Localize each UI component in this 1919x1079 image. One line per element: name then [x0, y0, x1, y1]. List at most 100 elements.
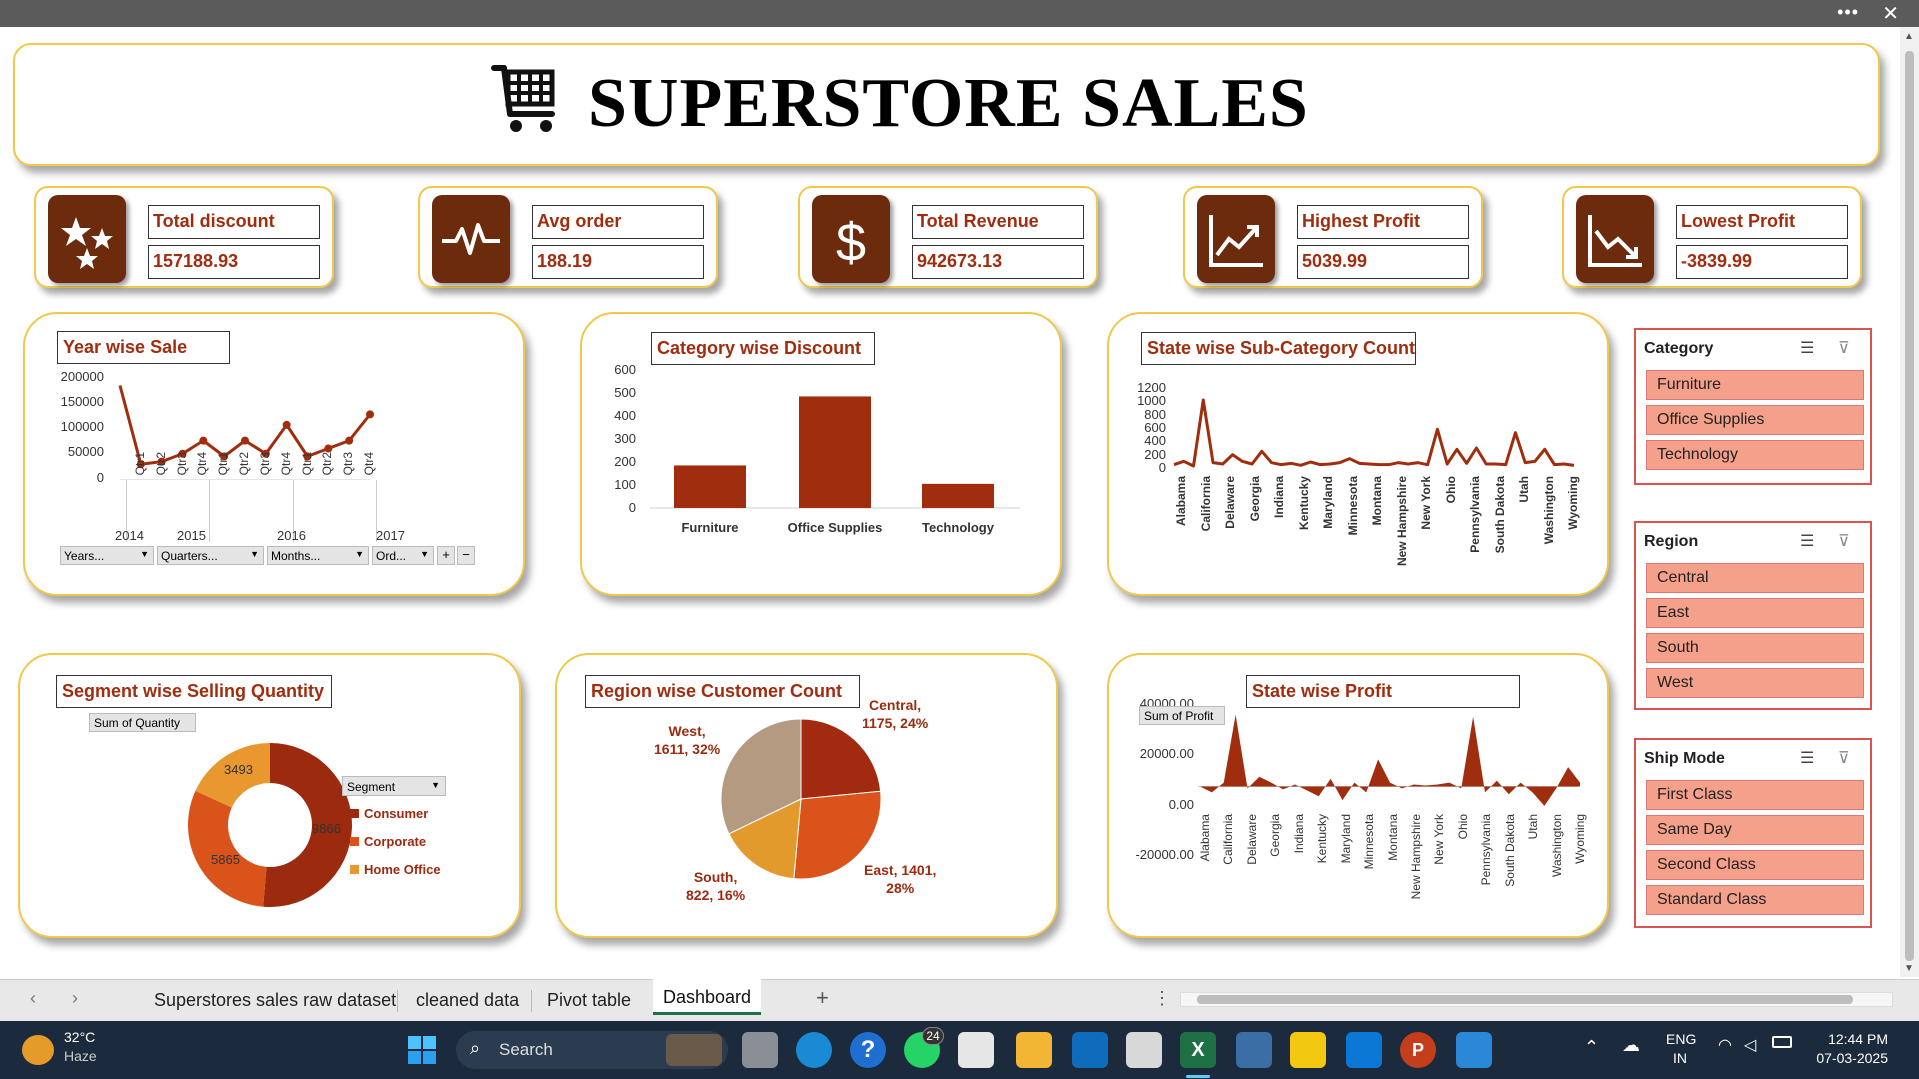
- kpi-label: Lowest Profit: [1676, 205, 1848, 239]
- wifi-icon[interactable]: ◠: [1718, 1037, 1732, 1054]
- chevron-up-icon[interactable]: ⌃: [1584, 1037, 1600, 1057]
- slicer-item[interactable]: Technology: [1646, 440, 1864, 470]
- photos-icon[interactable]: [1456, 1032, 1492, 1068]
- dropdown-icon[interactable]: ▼: [140, 549, 149, 559]
- sheet-tab[interactable]: cleaned data: [416, 990, 520, 1010]
- slicer-item[interactable]: Central: [1646, 563, 1864, 593]
- file-explorer-icon[interactable]: [1016, 1032, 1052, 1068]
- multi-select-icon[interactable]: ☰: [1800, 533, 1815, 550]
- dropdown-icon[interactable]: ▼: [355, 549, 364, 559]
- scroll-thumb[interactable]: [1905, 51, 1914, 961]
- more-options-icon[interactable]: •••: [1837, 2, 1859, 22]
- power-bi-icon[interactable]: [1290, 1032, 1326, 1068]
- clear-filter-icon[interactable]: ⊽: [1838, 340, 1850, 357]
- expand-button[interactable]: +: [437, 546, 455, 565]
- battery-icon[interactable]: [1772, 1036, 1792, 1048]
- field-button-order[interactable]: Ord... ▼: [372, 546, 434, 565]
- excel-icon[interactable]: X: [1180, 1032, 1216, 1068]
- pie-slice: [793, 790, 882, 880]
- task-view-icon[interactable]: [742, 1032, 778, 1068]
- slicer-item[interactable]: West: [1646, 668, 1864, 698]
- field-button-quarters[interactable]: Quarters... ▼: [157, 546, 264, 565]
- category-bar: [674, 465, 746, 508]
- slicer-item[interactable]: East: [1646, 598, 1864, 628]
- sales-point: [220, 452, 229, 461]
- scroll-down-icon[interactable]: ▼: [1904, 963, 1914, 974]
- clear-filter-icon[interactable]: ⊽: [1838, 533, 1850, 550]
- powerpoint-icon[interactable]: P: [1400, 1032, 1436, 1068]
- legend-field-button[interactable]: Segment ▼: [342, 776, 446, 796]
- close-icon[interactable]: ✕: [1882, 3, 1899, 25]
- taskbar-search[interactable]: ⌕ Search: [456, 1031, 728, 1069]
- outlook-icon[interactable]: [1072, 1032, 1108, 1068]
- next-sheet-icon[interactable]: ›: [72, 988, 78, 1008]
- help-icon[interactable]: ?: [850, 1032, 886, 1068]
- y-tick: 200: [1144, 446, 1166, 462]
- multi-select-icon[interactable]: ☰: [1800, 750, 1815, 767]
- dropdown-icon[interactable]: ▼: [431, 780, 440, 790]
- donut-data-label: 3493: [224, 762, 253, 777]
- legend-entry: Corporate: [350, 834, 426, 849]
- clock-time[interactable]: 12:44 PM: [1828, 1031, 1888, 1047]
- scroll-up-icon[interactable]: ▲: [1904, 31, 1914, 42]
- clear-filter-icon[interactable]: ⊽: [1838, 750, 1850, 767]
- year-label: 2017: [376, 528, 405, 543]
- field-button-years[interactable]: Years... ▼: [60, 546, 154, 565]
- vscode-icon[interactable]: [1346, 1032, 1382, 1068]
- field-label: Months...: [271, 549, 321, 563]
- slicer-item[interactable]: South: [1646, 633, 1864, 663]
- quarter-label: Qtr3: [257, 452, 272, 476]
- windows-start-icon[interactable]: [404, 1032, 440, 1068]
- state-label: Montana: [1370, 476, 1384, 526]
- cloud-icon[interactable]: ☁: [1622, 1035, 1640, 1055]
- volume-icon[interactable]: ◁: [1744, 1037, 1757, 1054]
- sheet-tab[interactable]: Pivot table: [547, 990, 632, 1010]
- field-button-months[interactable]: Months... ▼: [267, 546, 369, 565]
- slicer-item[interactable]: Office Supplies: [1646, 405, 1864, 435]
- add-sheet-icon[interactable]: +: [816, 985, 829, 1010]
- chart-title: Category wise Discount: [651, 332, 875, 365]
- lang-primary[interactable]: ENG: [1666, 1031, 1697, 1047]
- slicer-item[interactable]: First Class: [1646, 780, 1864, 810]
- quarter-label: Qtr4: [278, 452, 293, 476]
- chart-title: Year wise Sale: [57, 331, 230, 364]
- store-icon[interactable]: [958, 1032, 994, 1068]
- quarter-label: Qtr1: [216, 452, 231, 476]
- state-label: South Dakota: [1502, 814, 1517, 887]
- value-field-button[interactable]: Sum of Profit: [1139, 706, 1225, 725]
- edge-browser-icon[interactable]: [796, 1032, 832, 1068]
- shopping-cart-icon: [491, 65, 555, 132]
- tab-options-icon[interactable]: ⋮: [1153, 988, 1171, 1008]
- y-tick: 50000: [67, 444, 104, 459]
- y-tick: 600: [1144, 420, 1166, 435]
- clock-date[interactable]: 07-03-2025: [1816, 1050, 1888, 1066]
- dropdown-icon[interactable]: ▼: [420, 549, 429, 559]
- state-label: Kentucky: [1315, 814, 1330, 864]
- multi-select-icon[interactable]: ☰: [1800, 340, 1815, 357]
- collapse-button[interactable]: −: [457, 546, 475, 565]
- slicer-item[interactable]: Standard Class: [1646, 885, 1864, 915]
- scroll-thumb[interactable]: [1197, 995, 1853, 1004]
- value-field-button[interactable]: Sum of Quantity: [89, 713, 196, 732]
- slicer-item[interactable]: Second Class: [1646, 850, 1864, 880]
- y-tick: 400: [1144, 433, 1166, 449]
- state-subcat-plot: [1173, 398, 1575, 468]
- slicer-item[interactable]: Same Day: [1646, 815, 1864, 845]
- data-label-west: West, 1611, 32%: [654, 723, 721, 757]
- kpi-total-revenue: $ Total Revenue 942673.13: [798, 186, 1098, 288]
- sales-point: [261, 449, 270, 458]
- slicer-item[interactable]: Furniture: [1646, 370, 1864, 400]
- weather-icon[interactable]: [22, 1035, 54, 1065]
- horizontal-scrollbar[interactable]: [1180, 992, 1893, 1007]
- prev-sheet-icon[interactable]: ‹: [30, 988, 36, 1008]
- y-tick: 500: [614, 385, 636, 400]
- lang-secondary[interactable]: IN: [1673, 1050, 1687, 1066]
- vertical-scrollbar[interactable]: ▲ ▼: [1900, 27, 1919, 977]
- dropdown-icon[interactable]: ▼: [250, 549, 259, 559]
- sheet-tab-active[interactable]: Dashboard: [653, 979, 761, 1015]
- python-icon[interactable]: [1126, 1032, 1162, 1068]
- sheet-tab[interactable]: Superstores sales raw dataset: [154, 990, 397, 1010]
- mysql-workbench-icon[interactable]: [1236, 1032, 1272, 1068]
- weather-temp: 32°C: [64, 1029, 96, 1045]
- search-icon: ⌕: [470, 1038, 481, 1058]
